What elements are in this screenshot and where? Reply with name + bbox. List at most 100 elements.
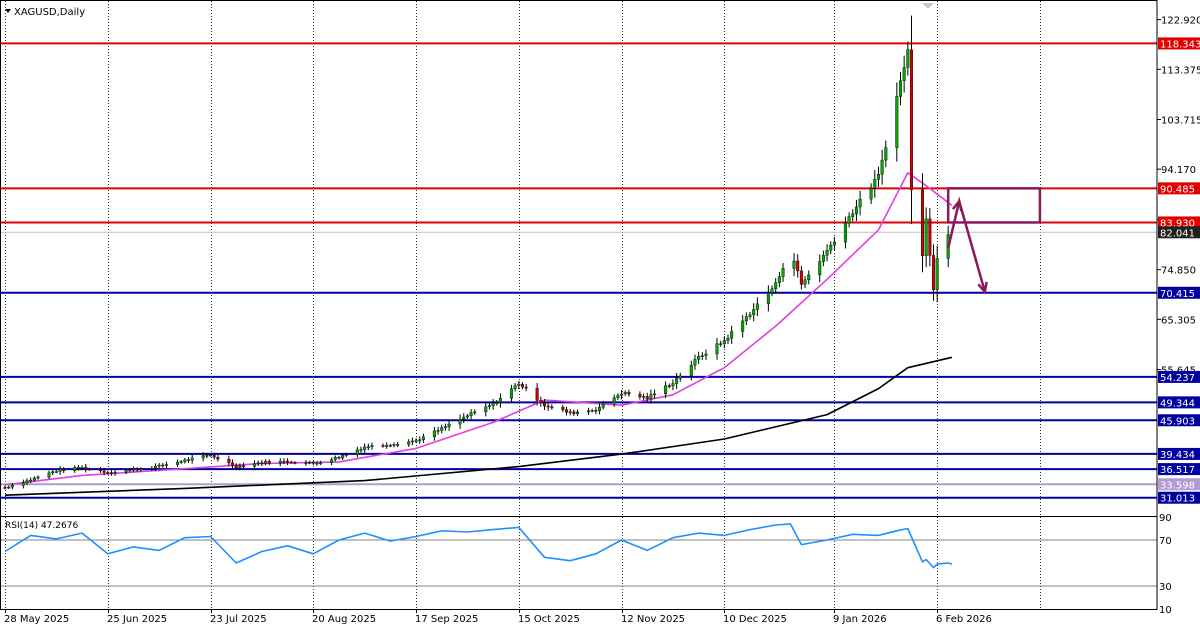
- candle-bear: [84, 467, 88, 470]
- y-tick-label: 103.715: [1161, 116, 1200, 127]
- candle-bull: [440, 427, 444, 431]
- candle-bull: [587, 410, 591, 413]
- scroll-marker-icon[interactable]: [922, 3, 934, 9]
- candle-bull: [282, 460, 286, 463]
- candle-bull: [649, 394, 653, 399]
- current-price-tag-text: 82.041: [1160, 228, 1195, 239]
- candle-bull: [278, 460, 282, 464]
- candle-bull: [898, 80, 902, 97]
- candle-bull: [818, 261, 822, 276]
- candle-bull: [766, 292, 770, 305]
- candle-bull: [25, 480, 29, 483]
- candle-bear: [796, 260, 800, 272]
- level-tag-support: [1158, 491, 1200, 504]
- candle-bull: [175, 461, 179, 465]
- level-tag-support: [1158, 286, 1200, 299]
- level-lines: [1, 42, 1157, 499]
- level-tag-resistance-text: 118.343: [1160, 39, 1200, 50]
- candle-bull: [139, 468, 143, 471]
- candle-bull: [58, 469, 62, 472]
- candle-bull: [623, 392, 627, 395]
- candle-bull: [363, 446, 367, 450]
- header: XAGUSD,Daily: [5, 3, 934, 18]
- candle-bull: [847, 216, 851, 224]
- x-tick-label: 28 May 2025: [4, 614, 69, 625]
- level-tag-support-text: 49.344: [1160, 398, 1195, 409]
- candle-bull: [876, 174, 880, 180]
- candle-bull: [700, 355, 704, 357]
- candle-bull: [803, 279, 807, 285]
- candle-bull: [792, 260, 796, 269]
- candle-bull: [113, 471, 117, 474]
- candle-bull: [777, 276, 781, 283]
- level-tag-support-text: 45.903: [1160, 416, 1195, 427]
- candle-bull: [407, 441, 411, 445]
- rsi-panel-border: [0, 516, 1158, 610]
- candle-bull: [359, 449, 363, 451]
- level-tag-support: [1158, 414, 1200, 427]
- candle-bull: [51, 471, 55, 474]
- level-tag-support: [1158, 396, 1200, 409]
- candle-bull: [418, 439, 422, 442]
- candle-bull: [458, 418, 462, 425]
- candle-bull: [495, 402, 499, 404]
- candle-bear: [62, 469, 66, 471]
- candle-bull: [854, 206, 858, 215]
- candle-bull: [80, 467, 84, 469]
- level-tag-resistance-text: 90.485: [1160, 184, 1195, 195]
- level-tag-support: [1158, 370, 1200, 383]
- candle-bear: [594, 410, 598, 412]
- candle-bull: [330, 459, 334, 463]
- candle-bear: [524, 386, 528, 389]
- candle-bull: [21, 482, 25, 486]
- level-tag-support-text: 54.237: [1160, 373, 1195, 384]
- candle-bear: [565, 409, 569, 413]
- candle-bull: [873, 179, 877, 189]
- rsi-title: RSI(14) 47.2676: [5, 521, 78, 531]
- candle-bull: [895, 96, 899, 148]
- level-tag-lilac: [1158, 478, 1200, 491]
- rsi-tick-label: 30: [1159, 582, 1172, 593]
- candle-bear: [227, 458, 231, 464]
- candle-bull: [616, 395, 620, 398]
- current-price-tag: [1158, 226, 1200, 239]
- candle-bull: [436, 430, 440, 432]
- candle-bear: [3, 487, 7, 489]
- main-panel-border: [0, 0, 1158, 517]
- triangle-down-icon[interactable]: [5, 9, 11, 13]
- level-tag-resistance: [1158, 182, 1200, 195]
- x-tick-label: 6 Feb 2026: [936, 614, 992, 625]
- rsi-tick-label: 10: [1159, 605, 1172, 616]
- candle-bear: [186, 459, 190, 461]
- x-tick-label: 23 Jul 2025: [210, 614, 267, 625]
- candle-bull: [821, 254, 825, 262]
- candle-bear: [242, 465, 246, 467]
- candle-bull: [752, 309, 756, 316]
- candle-bull: [741, 320, 745, 332]
- candle-bull: [157, 464, 161, 467]
- candle-bear: [385, 445, 389, 447]
- candle-bull: [697, 356, 701, 360]
- candle-bear: [234, 465, 238, 468]
- candle-bull: [590, 410, 594, 412]
- rsi-tick-label: 70: [1159, 536, 1172, 547]
- candle-bull: [392, 444, 396, 446]
- candle-bull: [693, 359, 697, 366]
- level-tag-support-text: 36.517: [1160, 465, 1195, 476]
- candle-bull: [755, 303, 759, 310]
- candle-bull: [443, 426, 447, 428]
- candle-bull: [473, 411, 477, 414]
- candle-bull: [715, 343, 719, 355]
- candle-bull: [902, 67, 906, 81]
- candle-bull: [447, 423, 451, 427]
- candle-bull: [396, 444, 400, 446]
- candle-bull: [128, 469, 132, 472]
- candle-bull: [884, 147, 888, 161]
- candle-bull: [410, 440, 414, 443]
- x-tick-label: 9 Jan 2026: [833, 614, 887, 625]
- candle-bull: [568, 411, 572, 414]
- candle-bull: [807, 274, 811, 281]
- candle-bull: [675, 378, 679, 384]
- candle-bull: [832, 241, 836, 246]
